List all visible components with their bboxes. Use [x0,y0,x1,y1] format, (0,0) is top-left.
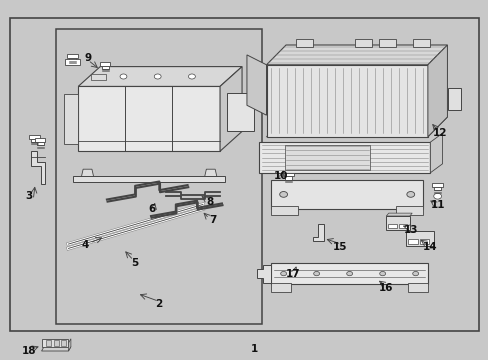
Polygon shape [266,117,447,137]
Circle shape [412,271,418,276]
Bar [378,39,395,47]
Text: 5: 5 [131,258,138,268]
Text: 14: 14 [422,242,437,252]
Polygon shape [266,65,427,137]
Bar [284,145,370,170]
Bar [10,18,478,331]
Bar [395,206,422,215]
Bar [431,183,442,187]
Bar [69,58,76,61]
Text: 17: 17 [285,269,300,279]
Polygon shape [41,347,71,351]
Bar [100,62,110,66]
Bar [271,263,427,284]
Text: 9: 9 [84,53,91,63]
Bar [285,176,291,180]
Bar [41,339,68,347]
Bar [407,239,417,244]
Polygon shape [68,339,71,351]
Text: 1: 1 [250,344,257,354]
Bar [283,172,293,176]
Circle shape [120,74,127,79]
Bar [91,74,106,81]
Bar [54,340,59,346]
Bar [65,59,80,65]
Text: 13: 13 [403,225,417,235]
Text: 10: 10 [273,171,288,181]
Polygon shape [266,45,447,65]
Bar [354,39,371,47]
Bar [67,54,78,58]
Polygon shape [427,45,447,137]
Polygon shape [78,67,242,86]
Bar [447,88,460,110]
Bar [386,216,409,230]
Text: 7: 7 [208,215,216,225]
Circle shape [346,271,352,276]
Text: 3: 3 [26,191,33,201]
Bar [31,139,38,142]
Bar [102,66,108,69]
Circle shape [313,271,319,276]
Text: 16: 16 [378,283,393,293]
Polygon shape [259,142,429,173]
Polygon shape [81,169,94,180]
Text: 8: 8 [206,197,213,207]
Bar [73,176,224,182]
Bar [46,340,51,346]
Text: 12: 12 [432,128,447,138]
Bar [37,142,43,145]
Text: 4: 4 [81,240,89,250]
Circle shape [433,193,441,199]
Polygon shape [63,94,78,144]
Polygon shape [429,133,442,173]
Bar [398,224,407,228]
Bar [227,93,254,131]
Bar [433,187,440,190]
Polygon shape [312,224,323,241]
Circle shape [379,271,385,276]
Circle shape [188,74,195,79]
Polygon shape [256,265,271,283]
Bar [29,135,40,139]
Circle shape [280,271,286,276]
Circle shape [279,192,287,197]
Polygon shape [246,55,266,115]
Bar [387,224,396,228]
Bar [295,39,312,47]
Polygon shape [203,169,217,180]
Text: 6: 6 [148,204,155,214]
Text: 11: 11 [429,200,444,210]
Bar [412,39,429,47]
Text: 2: 2 [155,299,162,309]
Polygon shape [220,67,242,151]
Bar [407,283,427,292]
Bar [271,180,422,209]
Polygon shape [31,151,45,184]
Bar [61,340,66,346]
Bar [419,239,428,244]
Polygon shape [386,213,411,216]
Bar [35,138,45,142]
Circle shape [406,192,414,197]
Bar [271,283,290,292]
Polygon shape [78,86,220,151]
Circle shape [154,74,161,79]
Bar [271,206,298,215]
Text: 15: 15 [332,242,346,252]
Text: 18: 18 [22,346,37,356]
Bar [405,231,433,246]
Bar [56,29,261,324]
